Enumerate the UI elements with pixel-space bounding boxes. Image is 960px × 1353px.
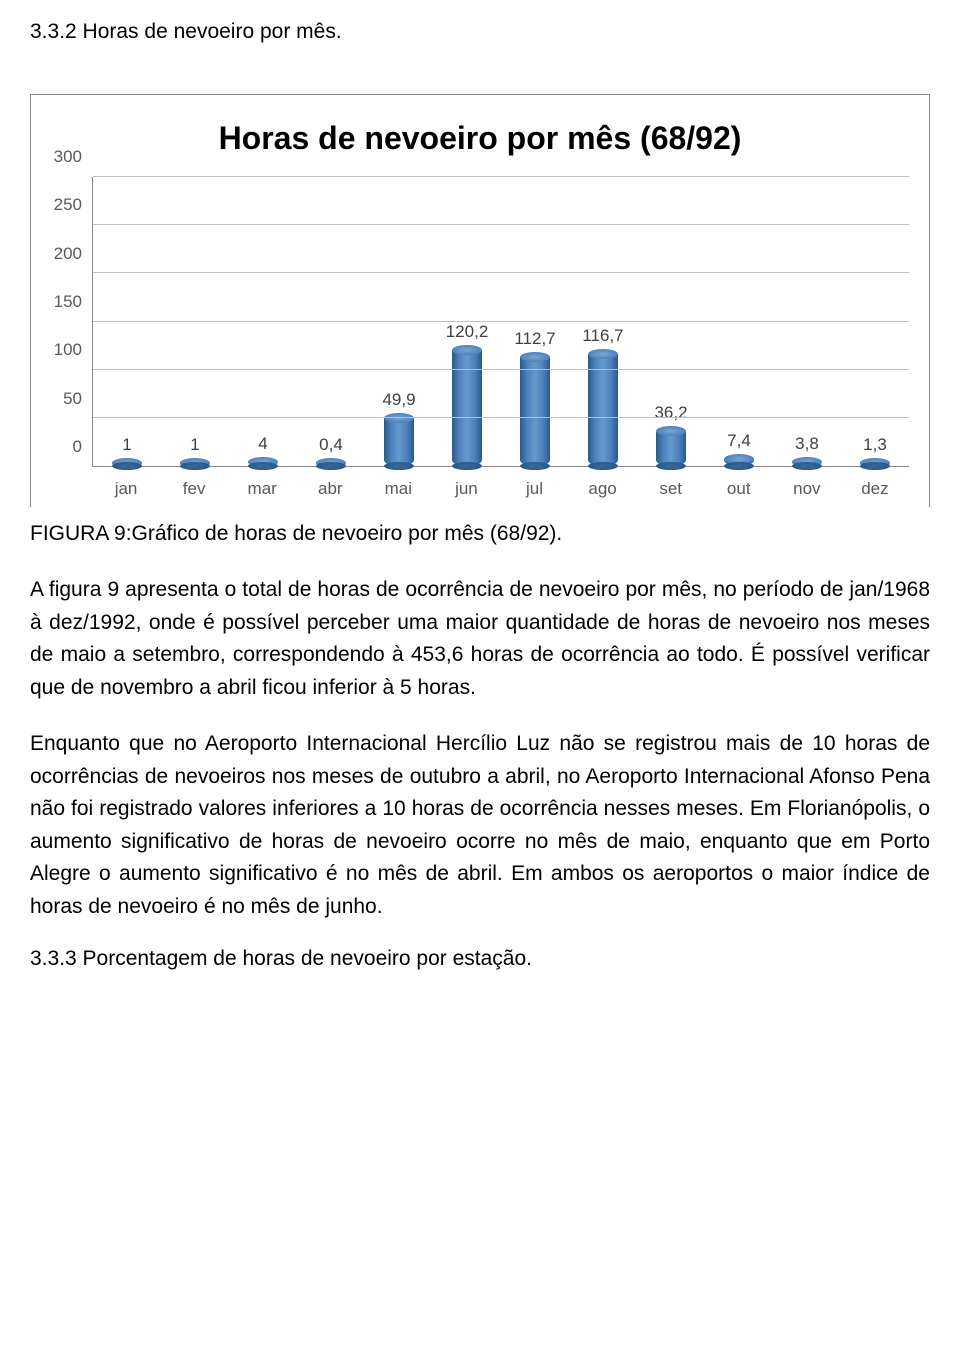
bar-value-label: 49,9 xyxy=(382,390,415,410)
x-tick: ago xyxy=(569,467,637,507)
x-tick: jul xyxy=(500,467,568,507)
bar-value-label: 36,2 xyxy=(654,403,687,423)
bar-value-label: 116,7 xyxy=(582,326,623,346)
bar-value-label: 3,8 xyxy=(795,434,819,454)
bar-value-label: 112,7 xyxy=(514,329,555,349)
chart-title: Horas de nevoeiro por mês (68/92) xyxy=(46,120,914,157)
bar-body xyxy=(452,350,482,466)
bar-slot: 1,3 xyxy=(841,177,909,466)
figure-caption: FIGURA 9:Gráfico de horas de nevoeiro po… xyxy=(30,522,930,546)
y-tick: 250 xyxy=(54,195,82,215)
x-tick: set xyxy=(637,467,705,507)
x-tick: dez xyxy=(841,467,909,507)
bar: 0,4 xyxy=(316,463,346,466)
section-heading: 3.3.2 Horas de nevoeiro por mês. xyxy=(30,20,930,44)
y-tick: 50 xyxy=(63,389,82,409)
bar-slot: 1 xyxy=(161,177,229,466)
bar: 120,2 xyxy=(452,350,482,466)
bars-row: 1 1 4 0,4 49,9 120,2 112,7 116,7 36,2 7,4 3,8 1,3 xyxy=(93,177,909,466)
bar-body xyxy=(384,418,414,466)
bar-slot: 7,4 xyxy=(705,177,773,466)
y-tick: 100 xyxy=(54,340,82,360)
x-tick: mai xyxy=(364,467,432,507)
bar-slot: 49,9 xyxy=(365,177,433,466)
grid-line xyxy=(93,369,909,370)
x-tick: abr xyxy=(296,467,364,507)
bar-slot: 1 xyxy=(93,177,161,466)
bar-value-label: 7,4 xyxy=(727,431,751,451)
bar-slot: 116,7 xyxy=(569,177,637,466)
x-tick: fev xyxy=(160,467,228,507)
bar-slot: 120,2 xyxy=(433,177,501,466)
y-tick: 200 xyxy=(54,244,82,264)
bar-value-label: 1 xyxy=(190,435,199,455)
bar-cap xyxy=(384,413,414,423)
x-tick: mar xyxy=(228,467,296,507)
y-tick: 0 xyxy=(73,437,82,457)
x-tick: nov xyxy=(773,467,841,507)
chart-plot: 1 1 4 0,4 49,9 120,2 112,7 116,7 36,2 7,4 3,8 1,3 xyxy=(92,177,909,467)
bar: 4 xyxy=(248,462,278,466)
grid-line xyxy=(93,176,909,177)
bar: 7,4 xyxy=(724,459,754,466)
bar-slot: 112,7 xyxy=(501,177,569,466)
bar-value-label: 1 xyxy=(122,435,131,455)
bar: 49,9 xyxy=(384,418,414,466)
bar-cap xyxy=(588,349,618,359)
bar: 112,7 xyxy=(520,357,550,466)
paragraph-2: Enquanto que no Aeroporto Internacional … xyxy=(30,728,930,923)
x-tick: out xyxy=(705,467,773,507)
bar-slot: 3,8 xyxy=(773,177,841,466)
bar-slot: 36,2 xyxy=(637,177,705,466)
bar-value-label: 0,4 xyxy=(319,435,343,455)
x-axis: janfevmarabrmaijunjulagosetoutnovdez xyxy=(92,467,909,507)
y-axis: 050100150200250300 xyxy=(46,177,88,467)
bar: 1 xyxy=(180,463,210,466)
grid-line xyxy=(93,224,909,225)
bar: 36,2 xyxy=(656,431,686,466)
y-tick: 150 xyxy=(54,292,82,312)
bar-value-label: 4 xyxy=(258,434,267,454)
bar-value-label: 1,3 xyxy=(863,435,887,455)
bar: 116,7 xyxy=(588,354,618,466)
bar-value-label: 120,2 xyxy=(446,322,489,342)
chart-container: Horas de nevoeiro por mês (68/92) 0 50 100… xyxy=(30,94,930,507)
x-tick: jan xyxy=(92,467,160,507)
bar: 3,8 xyxy=(792,462,822,466)
bar-body xyxy=(656,431,686,466)
y-tick: 300 xyxy=(54,147,82,167)
bar-slot: 0,4 xyxy=(297,177,365,466)
bar: 1 xyxy=(112,463,142,466)
grid-line xyxy=(93,321,909,322)
chart-area: 050100150200250300 1140,449,9120,2112,71… xyxy=(46,177,914,507)
bar-body xyxy=(520,357,550,466)
grid-line xyxy=(93,272,909,273)
bar: 1,3 xyxy=(860,463,890,466)
grid-line xyxy=(93,417,909,418)
paragraph-1: A figura 9 apresenta o total de horas de… xyxy=(30,574,930,704)
x-tick: jun xyxy=(432,467,500,507)
bar-slot: 4 xyxy=(229,177,297,466)
bar-body xyxy=(588,354,618,466)
subsection-heading: 3.3.3 Porcentagem de horas de nevoeiro p… xyxy=(30,947,930,971)
